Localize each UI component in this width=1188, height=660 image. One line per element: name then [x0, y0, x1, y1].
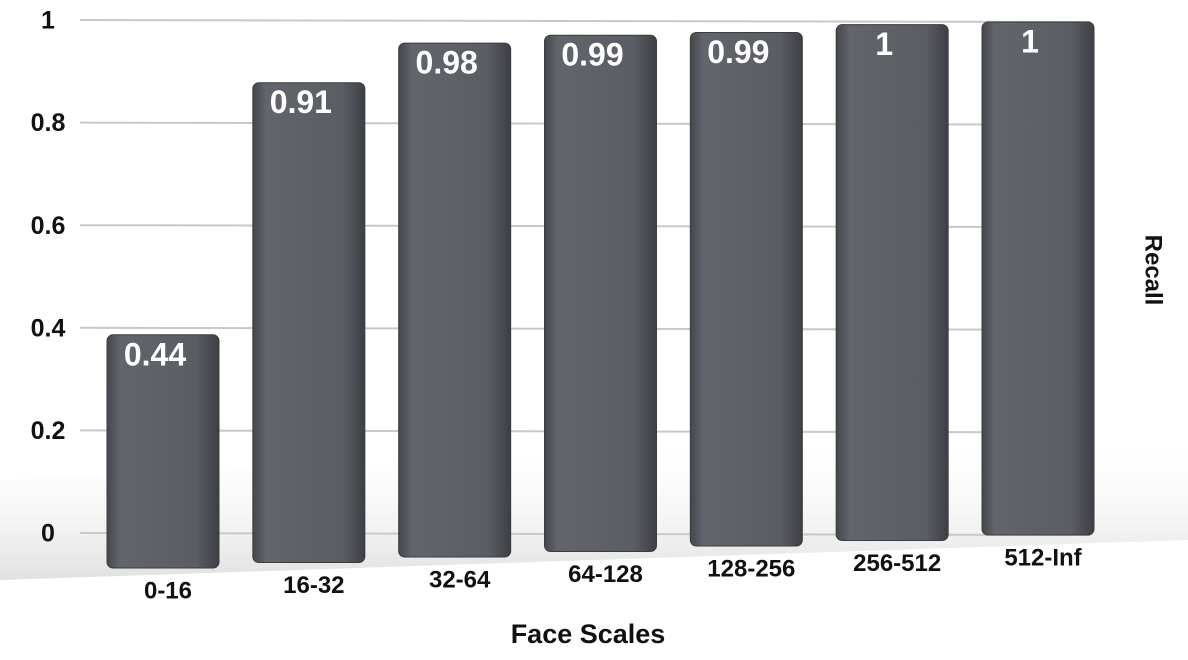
y-tick-label: 0.4: [31, 314, 66, 342]
value-label: 1: [1021, 23, 1039, 59]
y-tick-label: 0.6: [31, 212, 66, 240]
y-axis-label: Recall: [1140, 235, 1167, 306]
value-label: 0.91: [270, 84, 332, 120]
bar: [981, 21, 1095, 536]
y-tick-label: 0.8: [31, 109, 66, 137]
bar: [689, 32, 803, 547]
x-axis-label: Face Scales: [511, 619, 666, 649]
y-tick-label: 1: [41, 7, 55, 35]
bar: [398, 42, 512, 558]
x-tick-label: 256-512: [853, 550, 941, 577]
x-tick-label: 16-32: [283, 572, 344, 599]
x-tick-label: 32-64: [429, 566, 491, 593]
bar: [544, 34, 657, 552]
value-label: 0.44: [124, 336, 186, 372]
bar: [106, 334, 220, 569]
x-tick-label: 64-128: [568, 561, 643, 588]
bar: [835, 24, 949, 541]
x-tick-label: 512-Inf: [1004, 544, 1082, 571]
x-tick-label: 0-16: [144, 577, 192, 604]
y-tick-label: 0: [41, 520, 55, 548]
value-label: 0.98: [416, 45, 478, 81]
x-tick-label: 128-256: [707, 555, 795, 582]
value-label: 0.99: [707, 34, 769, 70]
grid-line: [79, 19, 1091, 23]
bar: [252, 82, 366, 564]
value-label: 0.99: [561, 37, 623, 73]
value-label: 1: [875, 26, 893, 62]
y-tick-label: 0.2: [31, 417, 66, 445]
